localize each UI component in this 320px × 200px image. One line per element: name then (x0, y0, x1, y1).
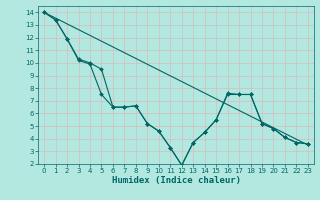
X-axis label: Humidex (Indice chaleur): Humidex (Indice chaleur) (111, 176, 241, 185)
